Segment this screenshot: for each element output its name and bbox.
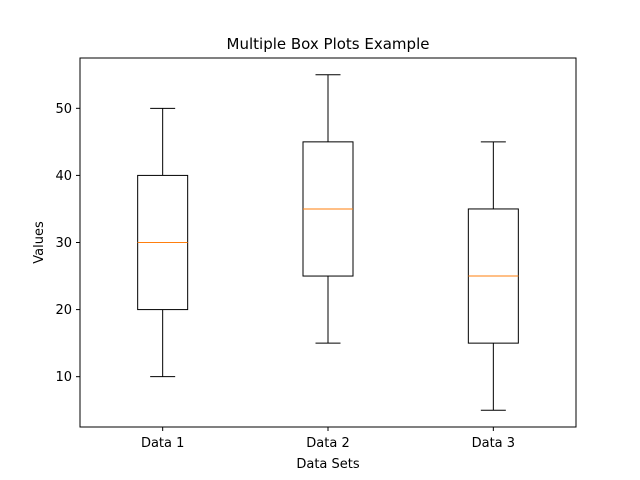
x-tick-label: Data 3 <box>472 436 515 451</box>
x-axis-label: Data Sets <box>296 457 360 472</box>
x-tick-label: Data 1 <box>141 436 184 451</box>
y-tick-label: 30 <box>55 236 72 251</box>
x-tick-label: Data 2 <box>306 436 349 451</box>
y-tick-label: 50 <box>55 102 72 117</box>
box-group-1 <box>137 107 189 378</box>
y-axis-label: Values <box>32 221 47 264</box>
plot-area <box>137 74 519 411</box>
chart-title: Multiple Box Plots Example <box>227 35 430 53</box>
y-tick-label: 10 <box>55 370 72 385</box>
box-group-3 <box>467 141 519 411</box>
y-axis: 10 20 30 40 50 <box>55 102 80 385</box>
x-axis: Data 1 Data 2 Data 3 <box>141 427 515 451</box>
y-tick-label: 40 <box>55 169 72 184</box>
y-tick-label: 20 <box>55 303 72 318</box>
box-group-2 <box>302 74 354 344</box>
